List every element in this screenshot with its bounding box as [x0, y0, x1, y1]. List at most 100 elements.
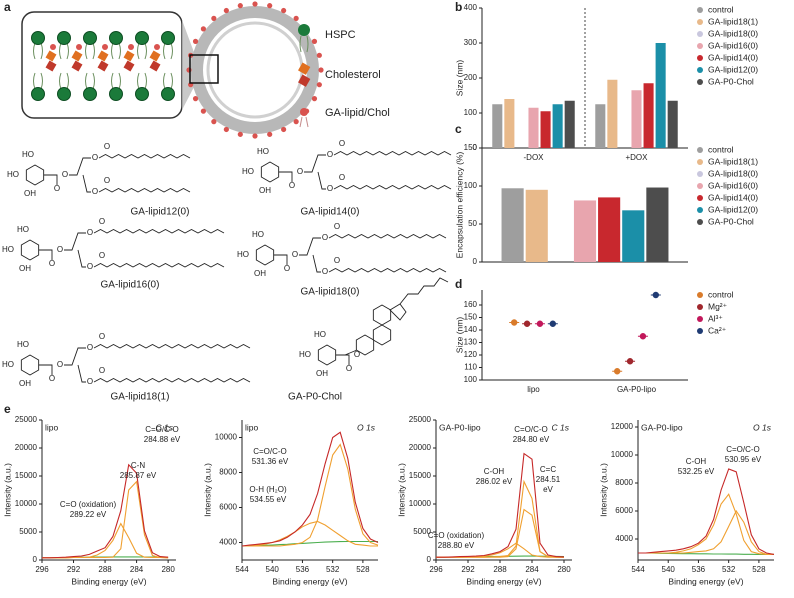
sample-label: GA-P0-lipo [641, 422, 683, 432]
ring [20, 354, 40, 376]
y-tick-label: 8000 [615, 478, 633, 487]
annotation: C=O (oxidation) [60, 500, 117, 509]
sample-label: lipo [45, 422, 59, 432]
lipid-tail [85, 72, 95, 90]
ga-lipid [192, 38, 199, 44]
atom-label: O [57, 245, 63, 254]
atom-label: HO [237, 250, 249, 259]
structure-label: GA-lipid16(0) [101, 280, 160, 291]
spectrum-line [638, 493, 774, 555]
legend-label: GA-lipid18(1) [708, 16, 758, 26]
legend-marker [697, 195, 703, 201]
dot [510, 319, 518, 326]
legend-marker [697, 55, 703, 61]
atom-label: OH [254, 269, 266, 278]
atom-label: O [57, 360, 63, 369]
atom-label: O [87, 262, 93, 271]
ga-lipid [154, 44, 160, 50]
y-tick-label: 150 [464, 143, 478, 152]
lipid-tail [59, 72, 69, 90]
x-tick-label: 536 [296, 565, 310, 574]
x-tick-label: 532 [722, 565, 736, 574]
ga-lipid [281, 126, 287, 133]
y-tick-label: 10000 [409, 499, 432, 508]
x-axis-label: Binding energy (eV) [466, 576, 541, 586]
structure-label: GA-lipid18(1) [111, 392, 170, 403]
y-tick-label: 25000 [409, 415, 432, 424]
x-tick-label: 540 [266, 565, 280, 574]
annotation: 284.88 eV [144, 435, 181, 444]
ga-lipid [128, 44, 134, 50]
zoom-cone [182, 20, 195, 110]
y-tick-label: 110 [464, 363, 477, 372]
annotation: 531.36 eV [252, 457, 289, 466]
x-tick-label: 536 [692, 565, 706, 574]
annotation: 285.87 eV [120, 471, 157, 480]
chain [328, 233, 447, 239]
structure-label: GA-lipid14(0) [301, 207, 360, 218]
atom-label: O [62, 170, 68, 179]
x-tick-label: 284 [525, 565, 539, 574]
x-tick-label: 296 [35, 565, 49, 574]
spectrum-line [242, 520, 378, 547]
annotation: 289.22 eV [70, 510, 107, 519]
chain [98, 187, 191, 193]
schematic-legend-label: Cholesterol [325, 69, 381, 81]
spectrum-line [42, 480, 169, 559]
y-tick-label: 100 [464, 375, 478, 384]
y-tick-label: 0 [33, 555, 38, 564]
bar [564, 100, 575, 148]
legend-label: GA-lipid18(1) [708, 156, 758, 166]
atom-label: O [104, 176, 110, 185]
y-tick-label: 6000 [219, 503, 237, 512]
ga-icon [300, 108, 308, 116]
spectrum-line [42, 522, 169, 559]
atom-label: O [87, 377, 93, 386]
lipid-tail [137, 72, 147, 90]
sample-label: GA-P0-lipo [439, 422, 481, 432]
y-tick-label: 0 [473, 257, 478, 266]
bond [39, 364, 53, 375]
ga-lipid [211, 15, 217, 21]
annotation: 534.55 eV [250, 495, 287, 504]
dot [613, 368, 621, 375]
region-label: O 1s [753, 422, 772, 432]
y-tick-label: 130 [464, 338, 478, 347]
region-label: C 1s [552, 422, 570, 432]
legend-label: GA-lipid14(0) [708, 52, 758, 62]
bar [646, 187, 669, 262]
x-tick-label: +DOX [625, 153, 648, 162]
y-tick-label: 150 [464, 313, 478, 322]
ga-lipid [102, 44, 108, 50]
lipid-tail [111, 72, 121, 90]
ring [20, 239, 40, 261]
liposome-outer [191, 6, 319, 134]
lipid-head [83, 87, 97, 101]
y-tick-label: 5000 [413, 527, 431, 536]
spectrum-line [241, 540, 378, 547]
x-tick-label: 296 [429, 565, 443, 574]
bar [655, 43, 666, 148]
y-axis-label: Size (nm) [454, 60, 464, 97]
lipid-tail [163, 42, 173, 60]
y-tick-label: 15000 [15, 471, 38, 480]
legend-label: Ca²⁺ [708, 325, 727, 335]
annotation: eV [543, 485, 553, 494]
legend-marker [697, 328, 703, 334]
atom-label: O [292, 250, 298, 259]
legend-marker [697, 304, 703, 310]
bar [504, 99, 515, 148]
atom-label: O [104, 142, 110, 151]
bond [39, 249, 53, 260]
legend-marker [697, 159, 703, 165]
dot [523, 320, 531, 327]
lipid-tail [33, 42, 43, 60]
panel-label: c [455, 122, 462, 136]
lipid-tail [163, 72, 173, 90]
ga-lipid [267, 131, 273, 137]
legend-label: GA-P0-Chol [708, 76, 754, 86]
atom-label: OH [316, 369, 328, 378]
cholesterol [123, 50, 135, 62]
annotation: 530.95 eV [725, 455, 762, 464]
bar [631, 90, 642, 148]
